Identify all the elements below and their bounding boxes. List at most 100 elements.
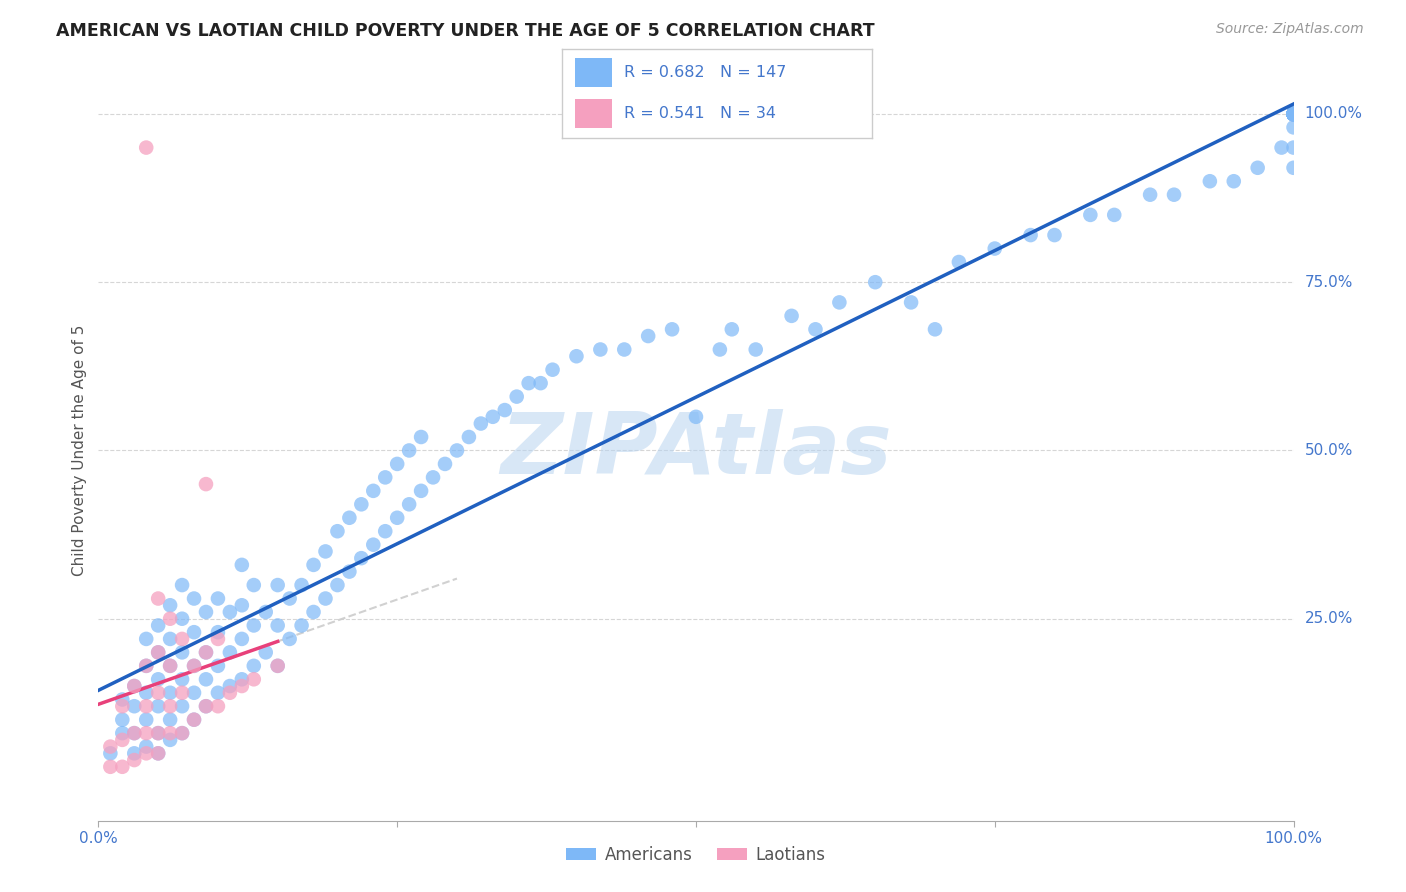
Point xyxy=(254,645,277,659)
Point xyxy=(1282,107,1305,121)
Point xyxy=(350,497,373,511)
Point xyxy=(243,618,266,632)
Point xyxy=(111,732,134,747)
Point xyxy=(1282,107,1305,121)
Point xyxy=(135,658,157,673)
Point xyxy=(411,483,433,498)
Point xyxy=(1282,107,1305,121)
Point xyxy=(159,632,181,646)
Text: 100.0%: 100.0% xyxy=(1305,106,1362,121)
Point xyxy=(1282,140,1305,154)
Point xyxy=(219,645,242,659)
Point xyxy=(159,686,181,700)
Point xyxy=(195,699,218,714)
Point xyxy=(148,726,170,740)
Point xyxy=(172,726,194,740)
Point xyxy=(1282,161,1305,175)
Point xyxy=(339,565,361,579)
Point xyxy=(494,403,516,417)
Point xyxy=(231,632,253,646)
Point xyxy=(350,551,373,566)
Point xyxy=(243,673,266,687)
Point xyxy=(135,686,157,700)
Point xyxy=(1223,174,1246,188)
Point xyxy=(135,632,157,646)
Point xyxy=(434,457,457,471)
Point xyxy=(183,591,205,606)
Point xyxy=(243,658,266,673)
Point xyxy=(422,470,444,484)
Point xyxy=(219,686,242,700)
Point xyxy=(148,618,170,632)
Bar xyxy=(575,58,612,87)
Point xyxy=(135,747,157,761)
Point xyxy=(148,645,170,659)
Point xyxy=(661,322,683,336)
Point xyxy=(924,322,946,336)
Point xyxy=(398,497,420,511)
Point xyxy=(159,732,181,747)
Point xyxy=(267,618,290,632)
Point xyxy=(148,673,170,687)
Text: R = 0.541   N = 34: R = 0.541 N = 34 xyxy=(624,106,776,120)
Point xyxy=(385,510,409,524)
Point xyxy=(111,692,134,706)
Point xyxy=(1282,107,1305,121)
Point xyxy=(231,679,253,693)
Point xyxy=(1282,107,1305,121)
Point xyxy=(1163,187,1185,202)
Point xyxy=(148,686,170,700)
Point xyxy=(411,430,433,444)
Point xyxy=(326,524,349,539)
Point xyxy=(1282,120,1305,135)
Point xyxy=(1282,107,1305,121)
Point xyxy=(135,726,157,740)
Point xyxy=(111,699,134,714)
Point xyxy=(1282,107,1305,121)
Point xyxy=(1104,208,1126,222)
Text: ZIPAtlas: ZIPAtlas xyxy=(501,409,891,492)
Point xyxy=(172,612,194,626)
Point xyxy=(267,658,290,673)
Point xyxy=(446,443,468,458)
Point xyxy=(172,726,194,740)
Point xyxy=(254,605,277,619)
Point xyxy=(135,739,157,754)
Point xyxy=(148,747,170,761)
Point xyxy=(183,625,205,640)
Point xyxy=(111,726,134,740)
Point xyxy=(124,726,146,740)
Point xyxy=(1282,107,1305,121)
Point xyxy=(506,390,529,404)
Point xyxy=(339,510,361,524)
Point xyxy=(183,713,205,727)
Point xyxy=(159,726,181,740)
Point xyxy=(148,591,170,606)
Point xyxy=(98,760,122,774)
Point xyxy=(183,658,205,673)
Point xyxy=(148,726,170,740)
Point xyxy=(172,673,194,687)
Point xyxy=(183,686,205,700)
Point xyxy=(1282,107,1305,121)
Point xyxy=(1282,107,1305,121)
Point xyxy=(172,686,194,700)
Point xyxy=(111,713,134,727)
Point xyxy=(98,747,122,761)
Point xyxy=(517,376,540,391)
Point xyxy=(685,409,707,424)
Point xyxy=(1282,107,1305,121)
Legend: Americans, Laotians: Americans, Laotians xyxy=(567,847,825,864)
Point xyxy=(385,457,409,471)
Point xyxy=(780,309,803,323)
Point xyxy=(315,544,337,558)
Point xyxy=(278,632,301,646)
Bar xyxy=(575,99,612,128)
Point xyxy=(195,699,218,714)
Point xyxy=(172,632,194,646)
Point xyxy=(111,760,134,774)
Point xyxy=(374,524,396,539)
Text: AMERICAN VS LAOTIAN CHILD POVERTY UNDER THE AGE OF 5 CORRELATION CHART: AMERICAN VS LAOTIAN CHILD POVERTY UNDER … xyxy=(56,22,875,40)
Point xyxy=(183,658,205,673)
Point xyxy=(1019,228,1042,243)
